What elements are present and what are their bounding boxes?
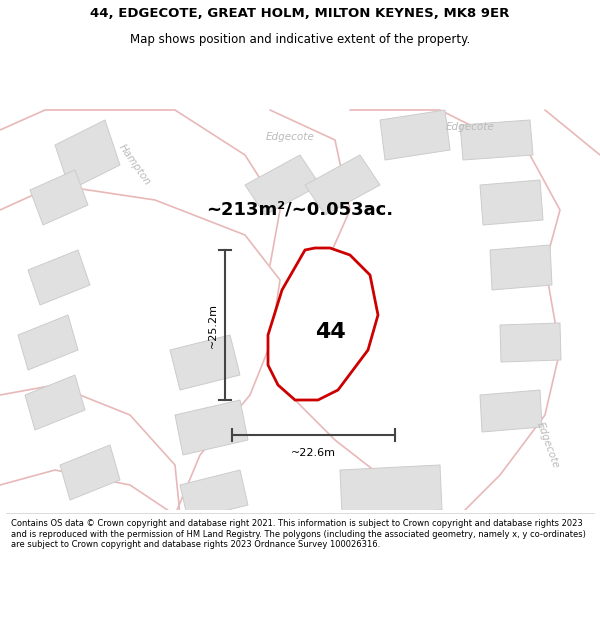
Polygon shape bbox=[480, 390, 542, 432]
Polygon shape bbox=[380, 110, 450, 160]
Polygon shape bbox=[55, 120, 120, 190]
Polygon shape bbox=[25, 375, 85, 430]
Polygon shape bbox=[180, 470, 248, 520]
Polygon shape bbox=[268, 248, 378, 400]
Polygon shape bbox=[60, 445, 120, 500]
Polygon shape bbox=[340, 465, 442, 515]
Text: 44: 44 bbox=[316, 322, 346, 342]
Text: Edgecote: Edgecote bbox=[446, 122, 494, 132]
Polygon shape bbox=[460, 120, 533, 160]
Polygon shape bbox=[245, 155, 320, 215]
Text: Hampton: Hampton bbox=[117, 142, 153, 188]
Polygon shape bbox=[500, 323, 561, 362]
Text: Map shows position and indicative extent of the property.: Map shows position and indicative extent… bbox=[130, 33, 470, 46]
Text: Contains OS data © Crown copyright and database right 2021. This information is : Contains OS data © Crown copyright and d… bbox=[11, 519, 586, 549]
Polygon shape bbox=[305, 155, 380, 215]
Polygon shape bbox=[28, 250, 90, 305]
Text: Edgecote: Edgecote bbox=[266, 132, 314, 142]
Text: Edgecote: Edgecote bbox=[535, 421, 561, 469]
Polygon shape bbox=[490, 245, 552, 290]
Text: ~213m²/~0.053ac.: ~213m²/~0.053ac. bbox=[206, 201, 394, 219]
Polygon shape bbox=[18, 315, 78, 370]
Text: ~25.2m: ~25.2m bbox=[208, 302, 218, 348]
Text: 44, EDGECOTE, GREAT HOLM, MILTON KEYNES, MK8 9ER: 44, EDGECOTE, GREAT HOLM, MILTON KEYNES,… bbox=[91, 8, 509, 20]
Polygon shape bbox=[175, 400, 248, 455]
Polygon shape bbox=[170, 335, 240, 390]
Text: ~22.6m: ~22.6m bbox=[291, 448, 336, 458]
Polygon shape bbox=[30, 170, 88, 225]
Polygon shape bbox=[480, 180, 543, 225]
